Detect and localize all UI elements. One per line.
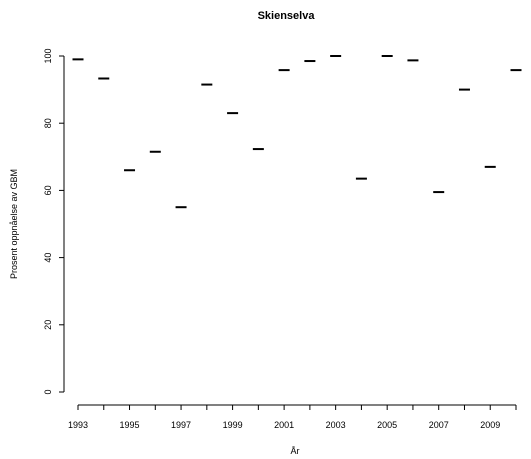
y-axis-label: Prosent oppnåelse av GBM [9,169,19,279]
chart-title: Skienselva [258,10,316,22]
x-tick-label: 2007 [429,420,449,430]
data-marks [72,55,522,209]
x-tick-label: 2009 [480,420,500,430]
y-tick-label: 100 [43,48,53,63]
y-tick-label: 60 [43,185,53,195]
y-tick-label: 20 [43,320,53,330]
y-tick-label: 80 [43,118,53,128]
x-tick-label: 1993 [68,420,88,430]
y-tick-label: 0 [43,389,53,394]
axes: 1993 1995 1997 1999 2001 2003 2005 2007 2009 0 20 4… [43,48,517,430]
x-tick-label: 1999 [223,420,243,430]
y-tick-label: 40 [43,253,53,263]
x-tick-label: 2005 [377,420,397,430]
x-tick-label: 2003 [326,420,346,430]
x-tick-label: 1995 [120,420,140,430]
x-tick-label: 1997 [171,420,191,430]
x-axis-label: År [291,446,300,456]
x-tick-label: 2001 [274,420,294,430]
